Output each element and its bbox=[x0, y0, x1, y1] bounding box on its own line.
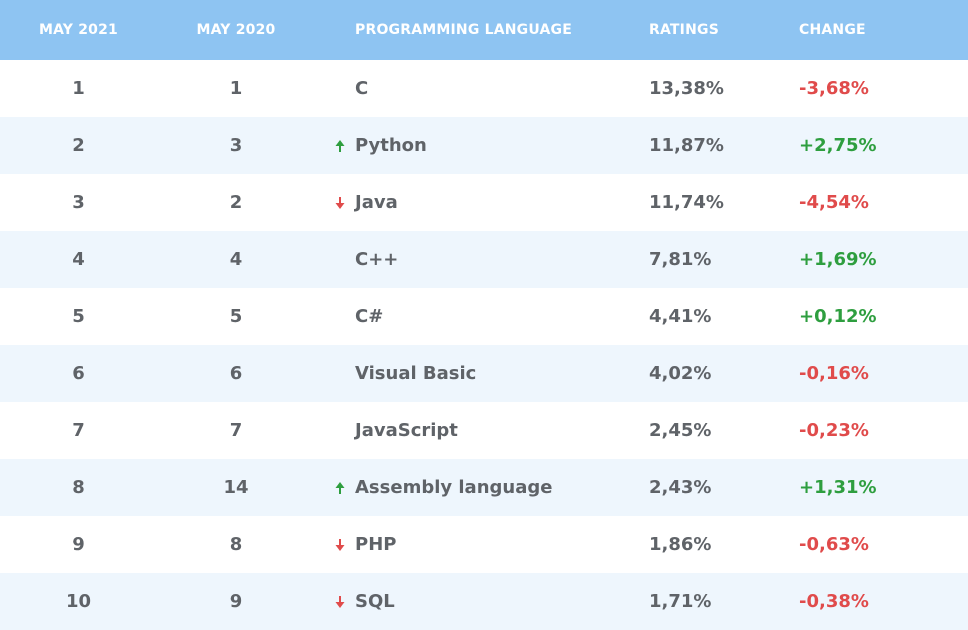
language-name: Visual Basic bbox=[355, 363, 477, 384]
trend-cell bbox=[315, 595, 355, 609]
table-row: 2 3 Python 11,87% +2,75% bbox=[0, 117, 968, 174]
rank-2020: 4 bbox=[229, 249, 243, 270]
language-name: PHP bbox=[355, 534, 397, 555]
change-value: -0,38% bbox=[799, 591, 869, 612]
arrow-down-icon bbox=[335, 538, 345, 551]
language-name: C# bbox=[355, 306, 384, 327]
table-row: 10 9 SQL 1,71% -0,38% bbox=[0, 573, 968, 630]
rank-2021: 2 bbox=[72, 135, 85, 156]
rank-2021: 3 bbox=[72, 192, 85, 213]
rank-2021: 9 bbox=[72, 534, 85, 555]
table-row: 8 14 Assembly language 2,43% +1,31% bbox=[0, 459, 968, 516]
header-may-2021: MAY 2021 bbox=[38, 22, 118, 38]
table-row: 6 6 Visual Basic 4,02% -0,16% bbox=[0, 345, 968, 402]
table-row: 3 2 Java 11,74% -4,54% bbox=[0, 174, 968, 231]
header-programming-language: PROGRAMMING LANGUAGE bbox=[355, 22, 572, 38]
change-value: +0,12% bbox=[799, 306, 877, 327]
rank-2020: 3 bbox=[229, 135, 243, 156]
rating-value: 2,45% bbox=[649, 420, 712, 441]
table-row: 9 8 PHP 1,86% -0,63% bbox=[0, 516, 968, 573]
rank-2020: 7 bbox=[229, 420, 243, 441]
change-value: -0,63% bbox=[799, 534, 869, 555]
arrow-down-icon bbox=[335, 595, 345, 608]
language-name: SQL bbox=[355, 591, 395, 612]
change-value: -0,16% bbox=[799, 363, 869, 384]
header-may-2020: MAY 2020 bbox=[196, 22, 276, 38]
language-name: Java bbox=[355, 192, 398, 213]
rank-2021: 1 bbox=[72, 78, 85, 99]
rank-2021: 7 bbox=[72, 420, 85, 441]
change-value: -3,68% bbox=[799, 78, 869, 99]
rank-2021: 5 bbox=[72, 306, 85, 327]
rating-value: 2,43% bbox=[649, 477, 712, 498]
table-row: 7 7 JavaScript 2,45% -0,23% bbox=[0, 402, 968, 459]
table-row: 4 4 C++ 7,81% +1,69% bbox=[0, 231, 968, 288]
rating-value: 11,74% bbox=[649, 192, 724, 213]
language-name: Assembly language bbox=[355, 477, 553, 498]
table-row: 5 5 C# 4,41% +0,12% bbox=[0, 288, 968, 345]
change-value: +1,31% bbox=[799, 477, 877, 498]
change-value: +2,75% bbox=[799, 135, 877, 156]
rank-2020: 6 bbox=[229, 363, 243, 384]
rank-2020: 14 bbox=[223, 477, 249, 498]
rank-2020: 9 bbox=[229, 591, 243, 612]
trend-cell bbox=[315, 196, 355, 210]
rank-2020: 8 bbox=[229, 534, 243, 555]
rating-value: 1,86% bbox=[649, 534, 712, 555]
rank-2021: 4 bbox=[72, 249, 85, 270]
rank-2020: 1 bbox=[229, 78, 243, 99]
rating-value: 11,87% bbox=[649, 135, 724, 156]
arrow-down-icon bbox=[335, 196, 345, 209]
rank-2021: 10 bbox=[65, 591, 92, 612]
trend-cell bbox=[315, 538, 355, 552]
table-body: 1 1 C 13,38% -3,68% 2 3 Python 11,87% +2… bbox=[0, 60, 968, 630]
arrow-up-icon bbox=[335, 139, 345, 152]
language-name: Python bbox=[355, 135, 427, 156]
rank-2020: 2 bbox=[229, 192, 243, 213]
trend-cell bbox=[315, 139, 355, 153]
language-name: JavaScript bbox=[355, 420, 458, 441]
rank-2020: 5 bbox=[229, 306, 243, 327]
rating-value: 4,02% bbox=[649, 363, 712, 384]
rating-value: 4,41% bbox=[649, 306, 712, 327]
rating-value: 13,38% bbox=[649, 78, 724, 99]
rating-value: 7,81% bbox=[649, 249, 712, 270]
header-change: CHANGE bbox=[799, 22, 866, 38]
language-name: C++ bbox=[355, 249, 399, 270]
language-name: C bbox=[355, 78, 369, 99]
change-value: -0,23% bbox=[799, 420, 869, 441]
trend-cell bbox=[315, 481, 355, 495]
table-header: MAY 2021 MAY 2020 PROGRAMMING LANGUAGE R… bbox=[0, 0, 968, 60]
table-row: 1 1 C 13,38% -3,68% bbox=[0, 60, 968, 117]
change-value: +1,69% bbox=[799, 249, 877, 270]
rating-value: 1,71% bbox=[649, 591, 712, 612]
header-ratings: RATINGS bbox=[649, 22, 719, 38]
arrow-up-icon bbox=[335, 481, 345, 494]
rank-2021: 6 bbox=[72, 363, 85, 384]
change-value: -4,54% bbox=[799, 192, 869, 213]
rank-2021: 8 bbox=[72, 477, 85, 498]
